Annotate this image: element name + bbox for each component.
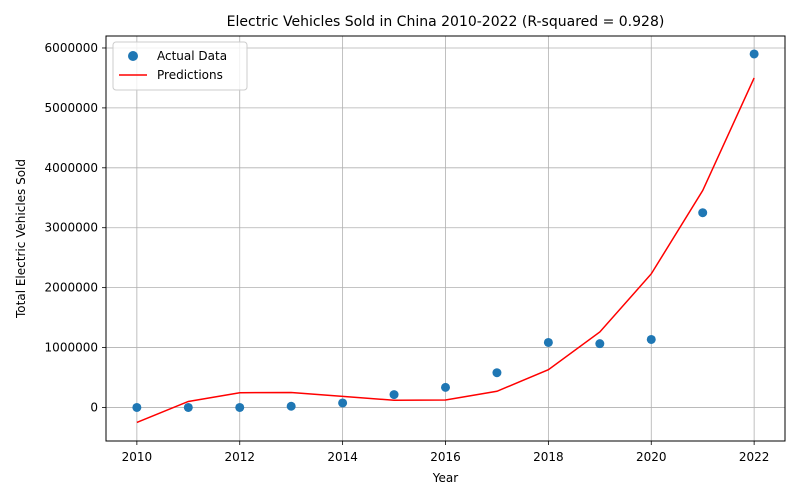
series xyxy=(132,49,759,424)
x-tick-label: 2014 xyxy=(327,450,358,464)
actual-data-point xyxy=(183,402,193,412)
y-tick-label: 5000000 xyxy=(45,101,98,115)
y-axis-label: Total Electric Vehicles Sold xyxy=(14,159,28,319)
grid xyxy=(106,36,785,441)
y-tick-label: 0 xyxy=(90,400,98,414)
legend: Actual Data Predictions xyxy=(112,41,248,91)
actual-data-point xyxy=(441,382,450,392)
x-tick-label: 2016 xyxy=(430,450,461,464)
x-axis-label: Year xyxy=(432,471,458,485)
actual-data-point xyxy=(543,337,553,347)
legend-box xyxy=(112,41,248,91)
chart-title: Electric Vehicles Sold in China 2010-202… xyxy=(227,14,665,30)
actual-data-point xyxy=(286,401,296,411)
x-tick-label: 2012 xyxy=(224,450,255,464)
ticks: 2010 2012 2014 2016 2018 2020 2022 0 1000000 2000… xyxy=(45,41,770,464)
actual-data-point xyxy=(646,334,656,344)
x-tick-label: 2022 xyxy=(739,450,770,464)
y-tick-label: 2000000 xyxy=(45,281,98,295)
actual-data-point xyxy=(132,402,142,412)
y-tick-label: 1000000 xyxy=(45,341,98,355)
y-tick-label: 6000000 xyxy=(45,41,98,55)
actual-data-point xyxy=(389,390,399,400)
actual-data-point xyxy=(235,402,245,412)
actual-data-point xyxy=(749,49,759,59)
legend-label-predictions: Predictions xyxy=(157,68,223,82)
legend-label-actual: Actual Data xyxy=(157,49,227,63)
y-tick-label: 4000000 xyxy=(45,161,98,175)
legend-marker-actual xyxy=(128,51,138,61)
actual-data-point xyxy=(492,368,502,378)
x-tick-label: 2010 xyxy=(122,450,153,464)
y-tick-label: 3000000 xyxy=(45,221,98,235)
predictions-line xyxy=(136,77,755,424)
actual-data-point xyxy=(698,208,708,218)
x-tick-label: 2018 xyxy=(533,450,564,464)
actual-data-point xyxy=(595,339,605,349)
actual-data-point xyxy=(338,398,348,408)
x-tick-label: 2020 xyxy=(636,450,667,464)
